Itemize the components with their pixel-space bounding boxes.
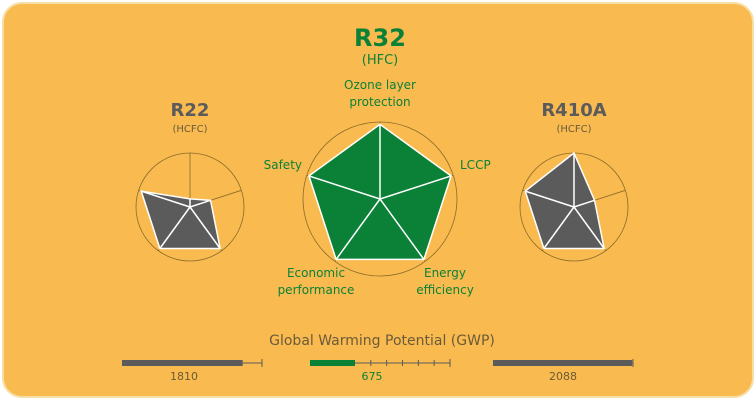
radar-spoke <box>379 198 425 260</box>
gwp-bar-r410a: 2088 <box>493 359 634 383</box>
axis-label-ozone: Ozone layer <box>344 78 416 92</box>
refrigerant-type: (HFC) <box>362 53 398 68</box>
axis-label-energy: efficiency <box>416 283 474 297</box>
radar-spoke <box>379 175 452 200</box>
radar-comparison: R22 (HCFC) 1810 R32(HFC) 675 R410A (HCFC) 2088 O… <box>122 24 634 383</box>
gwp-title: Global Warming Potential (GWP) <box>269 333 495 349</box>
axis-label-economic: performance <box>278 283 355 297</box>
radar-r32: R32(HFC) <box>302 24 458 277</box>
gwp-fill <box>493 360 633 366</box>
radar-r22: R22 (HCFC) <box>135 100 245 262</box>
axis-label-safety: Safety <box>264 158 302 172</box>
radar-r410a: R410A (HCFC) <box>519 100 629 262</box>
axis-label-lccp: LCCP <box>460 158 491 172</box>
radar-spoke <box>189 199 211 208</box>
gwp-bar-r32: 675 <box>310 359 451 383</box>
radar-spoke <box>573 206 605 249</box>
radar-spoke <box>159 206 191 249</box>
radar-spoke <box>189 206 221 249</box>
refrigerant-type: (HCFC) <box>556 124 591 135</box>
refrigerant-name: R410A <box>541 100 606 121</box>
radar-spoke <box>335 198 381 260</box>
radar-spoke <box>543 206 575 249</box>
radar-spoke <box>308 175 381 200</box>
gwp-fill <box>122 360 243 366</box>
radar-spoke <box>140 190 191 208</box>
radar-shape <box>524 151 606 250</box>
gwp-value: 675 <box>362 370 383 383</box>
axis-label-economic: Economic <box>287 266 345 280</box>
refrigerant-name: R22 <box>171 100 210 121</box>
gwp-bar-r22: 1810 <box>122 359 263 383</box>
gwp-value: 2088 <box>549 370 577 383</box>
radar-spoke <box>573 199 595 208</box>
refrigerant-comparison-card: R22 (HCFC) 1810 R32 (HFC) 675 R410A (HCFC) 2088 O… <box>2 2 754 398</box>
gwp-fill <box>310 360 355 366</box>
refrigerant-name: R32 <box>354 24 406 52</box>
radar-spoke <box>524 190 575 208</box>
axis-label-ozone: protection <box>349 95 410 109</box>
gwp-value: 1810 <box>170 370 198 383</box>
axis-label-energy: Energy <box>424 266 466 280</box>
refrigerant-type: (HCFC) <box>172 124 207 135</box>
